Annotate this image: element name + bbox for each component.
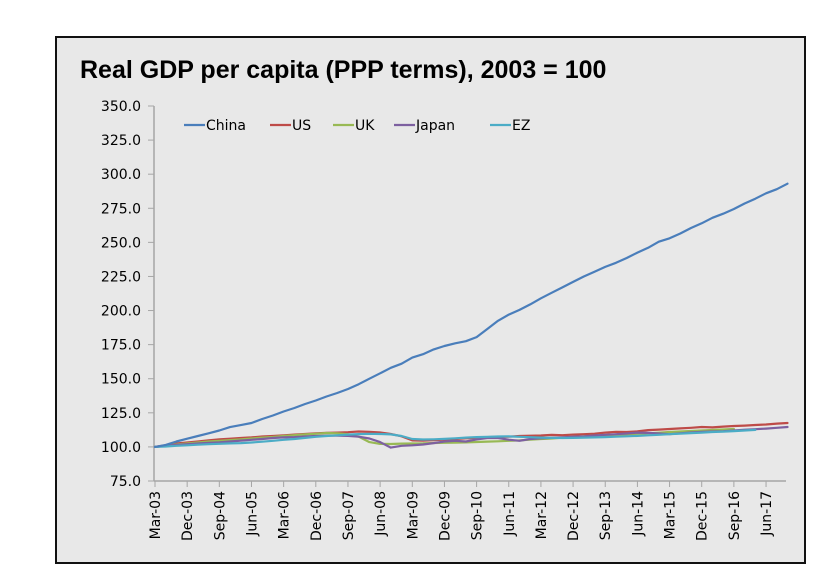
y-tick-label: 250.0	[101, 235, 141, 251]
x-tick-label: Sep-07	[341, 491, 357, 540]
x-axis: Mar-03 Dec-03 Sep-04 Jun-05 Mar-06 Dec-06 Sep-…	[148, 480, 786, 541]
x-tick-label: Jun-11	[502, 491, 518, 537]
x-tick-label: Mar-09	[405, 491, 421, 539]
series-line-ez	[153, 428, 757, 448]
x-tick-label: Mar-15	[663, 491, 679, 539]
chart-frame	[55, 36, 806, 564]
x-tick-label: Sep-10	[470, 491, 486, 540]
y-axis: 75.0 100.0 125.0 150.0 175.0 200.0 225.0 250.0 2…	[101, 99, 155, 490]
y-tick-label: 125.0	[101, 406, 141, 422]
legend: China US UK Japan EZ	[184, 118, 530, 134]
x-tick-label: Dec-15	[695, 491, 711, 541]
x-tick-label: Dec-06	[309, 491, 325, 541]
x-tick-label: Mar-12	[534, 491, 550, 539]
legend-label-us: US	[292, 118, 311, 134]
legend-label-uk: UK	[355, 118, 375, 134]
x-tick-label: Sep-04	[212, 491, 228, 540]
y-tick-label: 200.0	[101, 304, 141, 320]
series-line-china	[153, 182, 789, 448]
legend-label-japan: Japan	[415, 118, 455, 134]
y-tick-label: 325.0	[101, 133, 141, 149]
x-tick-label: Sep-16	[727, 491, 743, 540]
x-tick-label: Mar-06	[277, 491, 293, 539]
series-line-uk	[153, 427, 736, 448]
y-tick-label: 75.0	[110, 474, 141, 490]
y-tick-label: 225.0	[101, 269, 141, 285]
x-tick-label: Dec-09	[437, 491, 453, 541]
y-tick-label: 150.0	[101, 372, 141, 388]
y-tick-label: 175.0	[101, 338, 141, 354]
x-tick-label: Dec-03	[180, 491, 196, 541]
x-tick-label: Mar-03	[148, 491, 164, 539]
legend-label-ez: EZ	[512, 118, 530, 134]
y-tick-label: 100.0	[101, 440, 141, 456]
series-layer	[153, 182, 789, 449]
x-tick-label: Jun-17	[759, 491, 775, 537]
x-tick-label: Sep-13	[598, 491, 614, 540]
y-tick-label: 350.0	[101, 99, 141, 115]
x-tick-label: Jun-08	[373, 491, 389, 537]
x-tick-label: Jun-05	[244, 491, 260, 537]
y-tick-label: 275.0	[101, 201, 141, 217]
chart-title: Real GDP per capita (PPP terms), 2003 = …	[80, 56, 607, 84]
x-tick-label: Dec-12	[566, 491, 582, 541]
legend-label-china: China	[206, 118, 246, 134]
y-tick-label: 300.0	[101, 167, 141, 183]
x-tick-label: Jun-14	[630, 491, 646, 537]
